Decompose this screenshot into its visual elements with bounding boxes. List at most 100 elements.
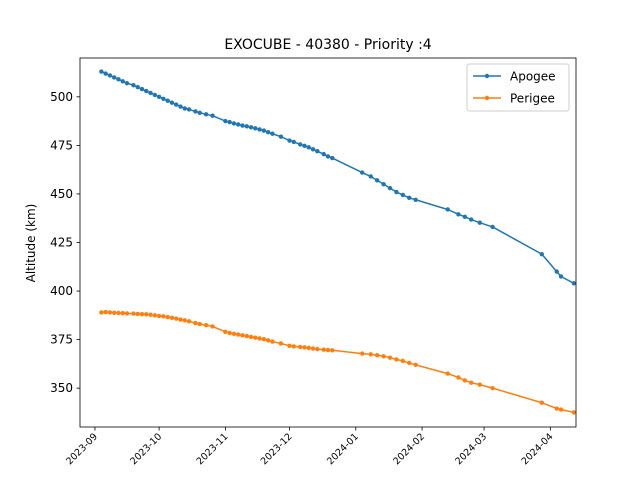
- data-point: [554, 269, 559, 274]
- data-point: [248, 334, 254, 340]
- data-point: [462, 378, 468, 383]
- data-point: [360, 351, 365, 356]
- data-point: [477, 382, 482, 387]
- x-tick-label: 2024-02: [391, 431, 427, 467]
- data-point: [193, 109, 198, 114]
- data-point: [131, 82, 136, 88]
- legend-marker: [484, 73, 490, 79]
- y-tick-label: 500: [50, 90, 73, 104]
- data-point: [407, 360, 412, 366]
- data-point: [227, 330, 232, 336]
- data-point: [120, 310, 125, 316]
- legend-entry-apogee: Apogee: [473, 70, 556, 84]
- x-tick-label: 2023-10: [128, 431, 164, 467]
- y-tick-label: 475: [50, 138, 73, 152]
- data-point: [306, 345, 311, 351]
- data-point: [144, 88, 149, 94]
- x-tick-label: 2024-01: [325, 431, 361, 467]
- data-point: [270, 131, 275, 136]
- data-point: [298, 344, 303, 350]
- x-tick-label: 2023-11: [195, 431, 231, 467]
- data-point: [315, 346, 320, 352]
- data-point: [374, 352, 380, 358]
- data-point: [165, 98, 170, 103]
- data-point: [248, 125, 254, 130]
- data-point: [374, 178, 380, 183]
- data-point: [193, 320, 198, 326]
- data-point: [152, 92, 158, 98]
- data-point: [310, 147, 316, 152]
- data-point: [287, 138, 292, 143]
- data-point: [120, 79, 125, 84]
- data-point: [456, 375, 461, 380]
- data-point: [253, 126, 258, 131]
- data-point: [169, 100, 175, 105]
- data-point: [139, 86, 145, 92]
- y-axis-label: Altitude (km): [24, 204, 38, 283]
- data-point: [174, 102, 179, 107]
- data-point: [261, 337, 267, 342]
- data-point: [413, 197, 418, 202]
- data-point: [227, 119, 232, 125]
- data-point: [291, 139, 296, 145]
- data-point: [161, 314, 166, 319]
- data-point: [270, 339, 275, 344]
- data-point: [490, 224, 495, 230]
- y-tick-label: 375: [50, 333, 73, 347]
- data-point: [148, 90, 153, 96]
- data-point: [178, 104, 183, 109]
- data-point: [223, 329, 228, 335]
- data-point: [381, 182, 386, 187]
- data-point: [394, 189, 399, 195]
- data-point: [99, 310, 104, 315]
- data-point: [445, 371, 450, 376]
- data-point: [240, 123, 245, 128]
- data-point: [306, 145, 311, 150]
- data-point: [156, 313, 162, 319]
- data-point: [298, 142, 303, 147]
- data-point: [223, 118, 228, 124]
- data-point: [287, 343, 292, 349]
- data-point: [261, 128, 267, 133]
- data-point: [231, 121, 237, 126]
- data-point: [182, 318, 187, 323]
- data-point: [381, 354, 386, 359]
- data-point: [182, 106, 187, 111]
- data-point: [278, 134, 284, 139]
- axes: 350 375 400 425 450 475 500 2023-09 2023-10 2023-…: [50, 57, 577, 467]
- data-point: [112, 310, 117, 315]
- data-point: [174, 316, 179, 321]
- data-point: [152, 313, 158, 318]
- x-tick-label: 2024-03: [453, 431, 489, 467]
- data-point: [257, 336, 262, 341]
- data-point: [407, 195, 412, 201]
- data-point: [197, 110, 202, 115]
- data-point: [144, 312, 149, 317]
- data-point: [103, 71, 108, 76]
- data-point: [330, 155, 335, 161]
- x-tick-label: 2023-09: [64, 431, 100, 467]
- data-point: [161, 96, 166, 101]
- y-tick-label: 350: [50, 381, 73, 395]
- data-point: [321, 151, 326, 157]
- data-point: [116, 310, 121, 316]
- data-point: [400, 192, 406, 198]
- data-point: [315, 149, 320, 154]
- data-point: [131, 311, 136, 316]
- legend-entry-perigee: Perigee: [473, 92, 555, 106]
- data-point: [265, 129, 271, 135]
- data-point: [325, 154, 331, 159]
- data-point: [236, 122, 241, 127]
- data-point: [178, 317, 183, 322]
- y-tick-label: 425: [50, 236, 73, 250]
- data-point: [135, 84, 140, 90]
- data-point: [302, 143, 307, 148]
- data-point: [490, 385, 495, 391]
- data-point: [203, 323, 209, 328]
- data-point: [558, 407, 564, 412]
- data-point: [310, 346, 316, 351]
- data-point: [387, 185, 393, 191]
- data-point: [244, 333, 249, 339]
- legend-label: Perigee: [510, 92, 555, 106]
- chart-title: EXOCUBE - 40380 - Priority :4: [224, 37, 431, 53]
